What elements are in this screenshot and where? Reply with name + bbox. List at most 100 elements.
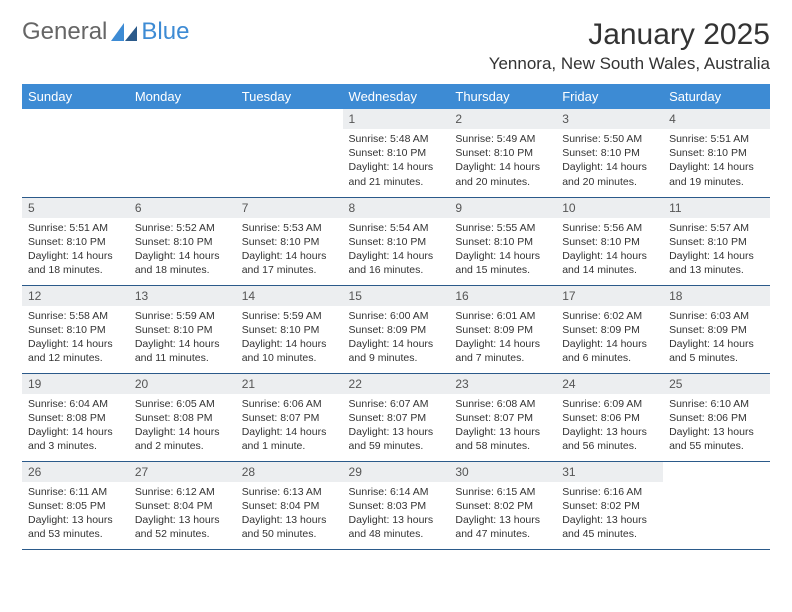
day-details: Sunrise: 5:59 AMSunset: 8:10 PMDaylight:… <box>129 306 236 370</box>
calendar-week-row: 12Sunrise: 5:58 AMSunset: 8:10 PMDayligh… <box>22 285 770 373</box>
daylight-line: Daylight: 14 hours and 9 minutes. <box>349 337 444 365</box>
sunrise-line: Sunrise: 6:04 AM <box>28 397 123 411</box>
daylight-line: Daylight: 13 hours and 52 minutes. <box>135 513 230 541</box>
day-details: Sunrise: 5:51 AMSunset: 8:10 PMDaylight:… <box>22 218 129 282</box>
sunrise-line: Sunrise: 6:13 AM <box>242 485 337 499</box>
daylight-line: Daylight: 13 hours and 53 minutes. <box>28 513 123 541</box>
day-number: 20 <box>129 374 236 394</box>
sunrise-line: Sunrise: 5:54 AM <box>349 221 444 235</box>
day-details: Sunrise: 5:50 AMSunset: 8:10 PMDaylight:… <box>556 129 663 193</box>
daylight-line: Daylight: 13 hours and 55 minutes. <box>669 425 764 453</box>
sunset-line: Sunset: 8:10 PM <box>455 146 550 160</box>
calendar-day-cell: 8Sunrise: 5:54 AMSunset: 8:10 PMDaylight… <box>343 197 450 285</box>
day-details: Sunrise: 6:00 AMSunset: 8:09 PMDaylight:… <box>343 306 450 370</box>
day-number: 22 <box>343 374 450 394</box>
weekday-header: Thursday <box>449 84 556 109</box>
sunset-line: Sunset: 8:07 PM <box>455 411 550 425</box>
calendar-day-cell: 10Sunrise: 5:56 AMSunset: 8:10 PMDayligh… <box>556 197 663 285</box>
day-number: 7 <box>236 198 343 218</box>
weekday-header: Saturday <box>663 84 770 109</box>
header: General Blue January 2025 Yennora, New S… <box>22 18 770 74</box>
sunrise-line: Sunrise: 6:15 AM <box>455 485 550 499</box>
day-number: 21 <box>236 374 343 394</box>
sunset-line: Sunset: 8:10 PM <box>242 323 337 337</box>
sunrise-line: Sunrise: 6:05 AM <box>135 397 230 411</box>
sunset-line: Sunset: 8:10 PM <box>455 235 550 249</box>
daylight-line: Daylight: 14 hours and 5 minutes. <box>669 337 764 365</box>
daylight-line: Daylight: 14 hours and 11 minutes. <box>135 337 230 365</box>
location: Yennora, New South Wales, Australia <box>489 54 770 74</box>
day-details: Sunrise: 5:52 AMSunset: 8:10 PMDaylight:… <box>129 218 236 282</box>
sunset-line: Sunset: 8:09 PM <box>669 323 764 337</box>
daylight-line: Daylight: 14 hours and 13 minutes. <box>669 249 764 277</box>
calendar-day-cell: 9Sunrise: 5:55 AMSunset: 8:10 PMDaylight… <box>449 197 556 285</box>
sunrise-line: Sunrise: 6:03 AM <box>669 309 764 323</box>
sunrise-line: Sunrise: 5:50 AM <box>562 132 657 146</box>
calendar-day-cell: 4Sunrise: 5:51 AMSunset: 8:10 PMDaylight… <box>663 109 770 197</box>
logo: General Blue <box>22 18 189 46</box>
day-details: Sunrise: 5:49 AMSunset: 8:10 PMDaylight:… <box>449 129 556 193</box>
calendar-week-row: 5Sunrise: 5:51 AMSunset: 8:10 PMDaylight… <box>22 197 770 285</box>
day-details: Sunrise: 6:10 AMSunset: 8:06 PMDaylight:… <box>663 394 770 458</box>
day-number: 12 <box>22 286 129 306</box>
sunset-line: Sunset: 8:06 PM <box>669 411 764 425</box>
calendar-week-row: 19Sunrise: 6:04 AMSunset: 8:08 PMDayligh… <box>22 373 770 461</box>
calendar-day-cell: 18Sunrise: 6:03 AMSunset: 8:09 PMDayligh… <box>663 285 770 373</box>
sunrise-line: Sunrise: 6:06 AM <box>242 397 337 411</box>
day-number: 9 <box>449 198 556 218</box>
day-details: Sunrise: 6:04 AMSunset: 8:08 PMDaylight:… <box>22 394 129 458</box>
sunrise-line: Sunrise: 5:52 AM <box>135 221 230 235</box>
day-details: Sunrise: 5:53 AMSunset: 8:10 PMDaylight:… <box>236 218 343 282</box>
sunset-line: Sunset: 8:03 PM <box>349 499 444 513</box>
sunrise-line: Sunrise: 5:56 AM <box>562 221 657 235</box>
day-details: Sunrise: 5:54 AMSunset: 8:10 PMDaylight:… <box>343 218 450 282</box>
sunrise-line: Sunrise: 6:01 AM <box>455 309 550 323</box>
sunrise-line: Sunrise: 5:53 AM <box>242 221 337 235</box>
day-number: 5 <box>22 198 129 218</box>
sunset-line: Sunset: 8:06 PM <box>562 411 657 425</box>
calendar-week-row: 1Sunrise: 5:48 AMSunset: 8:10 PMDaylight… <box>22 109 770 197</box>
sunrise-line: Sunrise: 5:59 AM <box>135 309 230 323</box>
sunrise-line: Sunrise: 5:48 AM <box>349 132 444 146</box>
day-details: Sunrise: 6:11 AMSunset: 8:05 PMDaylight:… <box>22 482 129 546</box>
sunset-line: Sunset: 8:10 PM <box>28 323 123 337</box>
calendar-day-cell: 17Sunrise: 6:02 AMSunset: 8:09 PMDayligh… <box>556 285 663 373</box>
daylight-line: Daylight: 14 hours and 7 minutes. <box>455 337 550 365</box>
daylight-line: Daylight: 14 hours and 17 minutes. <box>242 249 337 277</box>
day-number: 19 <box>22 374 129 394</box>
calendar-day-cell: 24Sunrise: 6:09 AMSunset: 8:06 PMDayligh… <box>556 373 663 461</box>
calendar-day-cell: 25Sunrise: 6:10 AMSunset: 8:06 PMDayligh… <box>663 373 770 461</box>
sunset-line: Sunset: 8:10 PM <box>349 146 444 160</box>
calendar-day-cell: 30Sunrise: 6:15 AMSunset: 8:02 PMDayligh… <box>449 461 556 549</box>
daylight-line: Daylight: 13 hours and 50 minutes. <box>242 513 337 541</box>
sunset-line: Sunset: 8:10 PM <box>562 235 657 249</box>
day-details: Sunrise: 6:02 AMSunset: 8:09 PMDaylight:… <box>556 306 663 370</box>
calendar-day-cell: 19Sunrise: 6:04 AMSunset: 8:08 PMDayligh… <box>22 373 129 461</box>
daylight-line: Daylight: 14 hours and 20 minutes. <box>562 160 657 188</box>
day-details: Sunrise: 5:56 AMSunset: 8:10 PMDaylight:… <box>556 218 663 282</box>
day-number: 8 <box>343 198 450 218</box>
day-details: Sunrise: 6:12 AMSunset: 8:04 PMDaylight:… <box>129 482 236 546</box>
day-number: 2 <box>449 109 556 129</box>
calendar-day-cell: 16Sunrise: 6:01 AMSunset: 8:09 PMDayligh… <box>449 285 556 373</box>
sunset-line: Sunset: 8:10 PM <box>135 323 230 337</box>
weekday-header: Tuesday <box>236 84 343 109</box>
day-details: Sunrise: 6:06 AMSunset: 8:07 PMDaylight:… <box>236 394 343 458</box>
calendar-day-cell: 6Sunrise: 5:52 AMSunset: 8:10 PMDaylight… <box>129 197 236 285</box>
day-details: Sunrise: 6:08 AMSunset: 8:07 PMDaylight:… <box>449 394 556 458</box>
weekday-header: Wednesday <box>343 84 450 109</box>
calendar-day-cell: 1Sunrise: 5:48 AMSunset: 8:10 PMDaylight… <box>343 109 450 197</box>
logo-text-general: General <box>22 18 107 46</box>
day-number: 28 <box>236 462 343 482</box>
daylight-line: Daylight: 14 hours and 1 minute. <box>242 425 337 453</box>
daylight-line: Daylight: 14 hours and 2 minutes. <box>135 425 230 453</box>
sunset-line: Sunset: 8:10 PM <box>242 235 337 249</box>
day-details: Sunrise: 6:07 AMSunset: 8:07 PMDaylight:… <box>343 394 450 458</box>
calendar-empty-cell <box>663 461 770 549</box>
month-title: January 2025 <box>489 18 770 52</box>
daylight-line: Daylight: 13 hours and 47 minutes. <box>455 513 550 541</box>
sunrise-line: Sunrise: 6:08 AM <box>455 397 550 411</box>
day-number: 17 <box>556 286 663 306</box>
sunrise-line: Sunrise: 6:09 AM <box>562 397 657 411</box>
sunset-line: Sunset: 8:10 PM <box>135 235 230 249</box>
